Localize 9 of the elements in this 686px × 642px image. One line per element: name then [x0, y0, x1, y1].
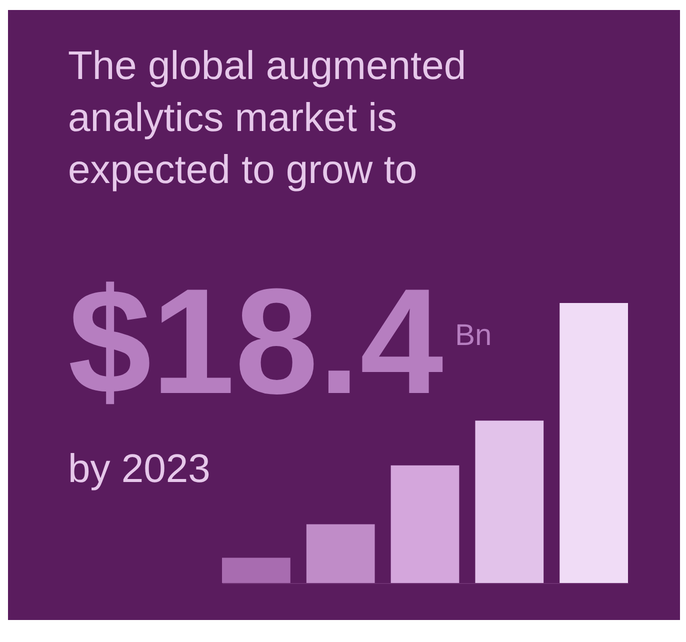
chart-title: The global augmented analytics market is expected to grow to: [68, 44, 466, 192]
bar: [390, 465, 460, 583]
bar: [306, 524, 375, 583]
text: by 2023: [68, 447, 210, 491]
bar: [560, 303, 628, 583]
bar: [475, 420, 544, 583]
bar: [222, 558, 290, 583]
annotation: Bn: [455, 319, 492, 352]
annotation: $18.4: [68, 257, 444, 425]
